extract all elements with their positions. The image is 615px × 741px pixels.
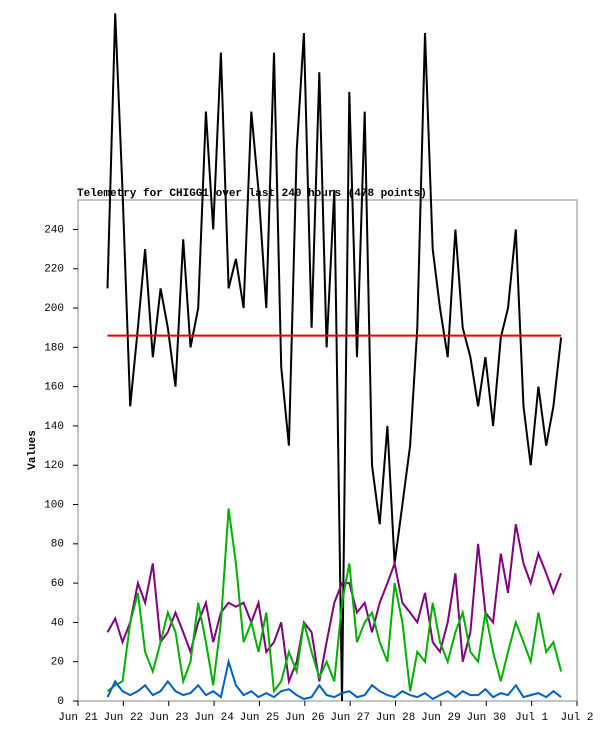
- x-tick-label: Jun 30: [466, 712, 506, 724]
- y-tick-label: 240: [44, 224, 64, 236]
- y-axis-label: Values: [27, 430, 39, 470]
- x-tick-label: Jun 21: [58, 712, 98, 724]
- series-line: [106, 657, 562, 701]
- x-tick-label: Jul 1: [515, 712, 548, 724]
- y-tick-label: 40: [51, 617, 64, 629]
- series-line: [106, 13, 563, 702]
- x-tick-label: Jun 27: [330, 712, 370, 724]
- y-tick-label: 60: [51, 578, 64, 590]
- x-tick-label: Jun 23: [149, 712, 189, 724]
- y-tick-label: 80: [51, 539, 64, 551]
- x-tick-label: Jul 2: [560, 712, 593, 724]
- y-tick-label: 20: [51, 657, 64, 669]
- series-line: [106, 508, 563, 694]
- x-tick-label: Jun 28: [376, 712, 416, 724]
- x-tick-label: Jun 29: [421, 712, 461, 724]
- x-tick-label: Jun 24: [194, 712, 234, 724]
- x-tick-label: Jun 26: [285, 712, 325, 724]
- x-tick-label: Jun 22: [104, 712, 144, 724]
- y-tick-label: 0: [57, 696, 64, 708]
- y-tick-label: 180: [44, 342, 64, 354]
- y-tick-label: 100: [44, 499, 64, 511]
- series-line: [106, 524, 563, 686]
- plot-frame: [77, 199, 578, 702]
- x-tick-label: Jun 25: [240, 712, 280, 724]
- y-tick-label: 120: [44, 460, 64, 472]
- y-tick-label: 140: [44, 421, 64, 433]
- chart-title: Telemetry for CHIGG1 over last 240 hours…: [77, 188, 427, 200]
- y-tick-label: 160: [44, 382, 64, 394]
- y-tick-label: 220: [44, 264, 64, 276]
- y-tick-label: 200: [44, 303, 64, 315]
